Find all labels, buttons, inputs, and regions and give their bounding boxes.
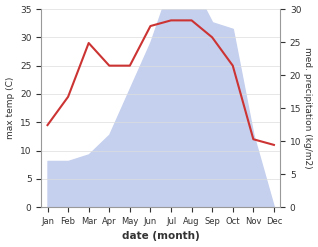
X-axis label: date (month): date (month): [122, 231, 200, 242]
Y-axis label: max temp (C): max temp (C): [5, 77, 15, 139]
Y-axis label: med. precipitation (kg/m2): med. precipitation (kg/m2): [303, 47, 313, 169]
